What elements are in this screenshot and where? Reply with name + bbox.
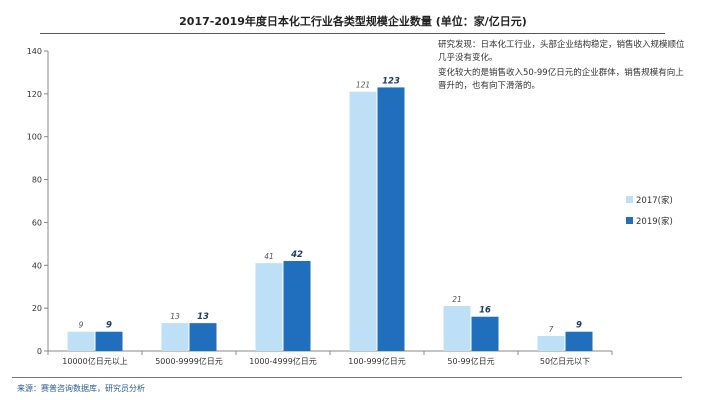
data-label-2017: 21 [452,295,462,304]
title-divider [40,33,665,34]
bar-2019 [471,316,499,351]
y-tick-label: 140 [27,47,42,56]
legend-item-2019: 2019(家) [626,214,673,227]
data-label-2019: 13 [197,312,209,322]
bar-2019 [565,331,593,351]
legend-label-2019: 2019(家) [636,216,673,227]
data-labels: 9 13 41 121 21 7 9 13 42 123 16 9 [79,76,582,334]
x-tick-label: 10000亿日元以上 [62,356,127,366]
x-axis: 10000亿日元以上 5000-9999亿日元 1000-4999亿日元 100-99… [47,350,613,366]
legend-label-2017: 2017(家) [636,195,673,206]
legend: 2017(家) 2019(家) [626,193,673,235]
data-label-2017: 13 [170,312,180,321]
bar-2019 [283,261,311,351]
bar-2019 [95,331,123,351]
x-tick-label: 100-999亿日元 [348,356,405,366]
y-tick-label: 60 [32,218,42,227]
footer-divider [12,377,682,378]
y-tick-label: 40 [32,261,42,270]
data-label-2019: 123 [382,76,400,86]
data-label-2019: 42 [290,250,303,260]
x-tick-label: 50-99亿日元 [447,356,494,366]
x-tick-label: 5000-9999亿日元 [155,356,223,366]
legend-item-2017: 2017(家) [626,193,673,206]
y-axis: 0 20 40 60 80 100 120 140 [27,47,49,356]
x-tick-label: 50亿日元以下 [540,356,590,366]
bar-2017 [161,323,189,351]
bar-2017 [537,336,565,351]
data-label-2019: 9 [576,321,582,331]
legend-swatch-2019 [626,217,633,224]
source-note: 来源：赛普咨询数据库，研究员分析 [17,384,145,393]
y-tick-label: 80 [32,176,42,185]
bar-2017 [67,331,95,351]
data-label-2017: 9 [79,321,84,330]
data-label-2019: 9 [106,321,112,331]
bar-2019 [189,323,217,351]
y-tick-label: 0 [37,347,42,356]
bar-2017 [255,263,283,351]
y-tick-label: 120 [27,90,42,99]
data-label-2019: 16 [479,306,491,316]
data-label-2017: 121 [356,81,370,90]
note-line-2: 变化较大的是销售收入50-99亿日元的企业群体，销售规模有向上晋升的，也有向下滑… [438,68,684,91]
research-note: 研究发现：日本化工行业，头部企业结构稳定，销售收入规模顺位几乎没有变化。 变化较… [438,39,686,95]
data-label-2017: 41 [264,252,274,261]
x-tick-label: 1000-4999亿日元 [249,356,317,366]
bar-2019 [377,87,405,351]
data-label-2017: 7 [549,325,554,334]
y-tick-label: 100 [27,133,42,142]
chart-title: 2017-2019年度日本化工行业各类型规模企业数量 (单位：家/亿日元) [179,15,527,28]
y-tick-label: 20 [32,304,42,313]
legend-swatch-2017 [626,196,633,203]
bars [67,87,593,351]
bar-2017 [443,306,471,351]
note-line-1: 研究发现：日本化工行业，头部企业结构稳定，销售收入规模顺位几乎没有变化。 [438,40,685,63]
bar-2017 [349,91,377,351]
